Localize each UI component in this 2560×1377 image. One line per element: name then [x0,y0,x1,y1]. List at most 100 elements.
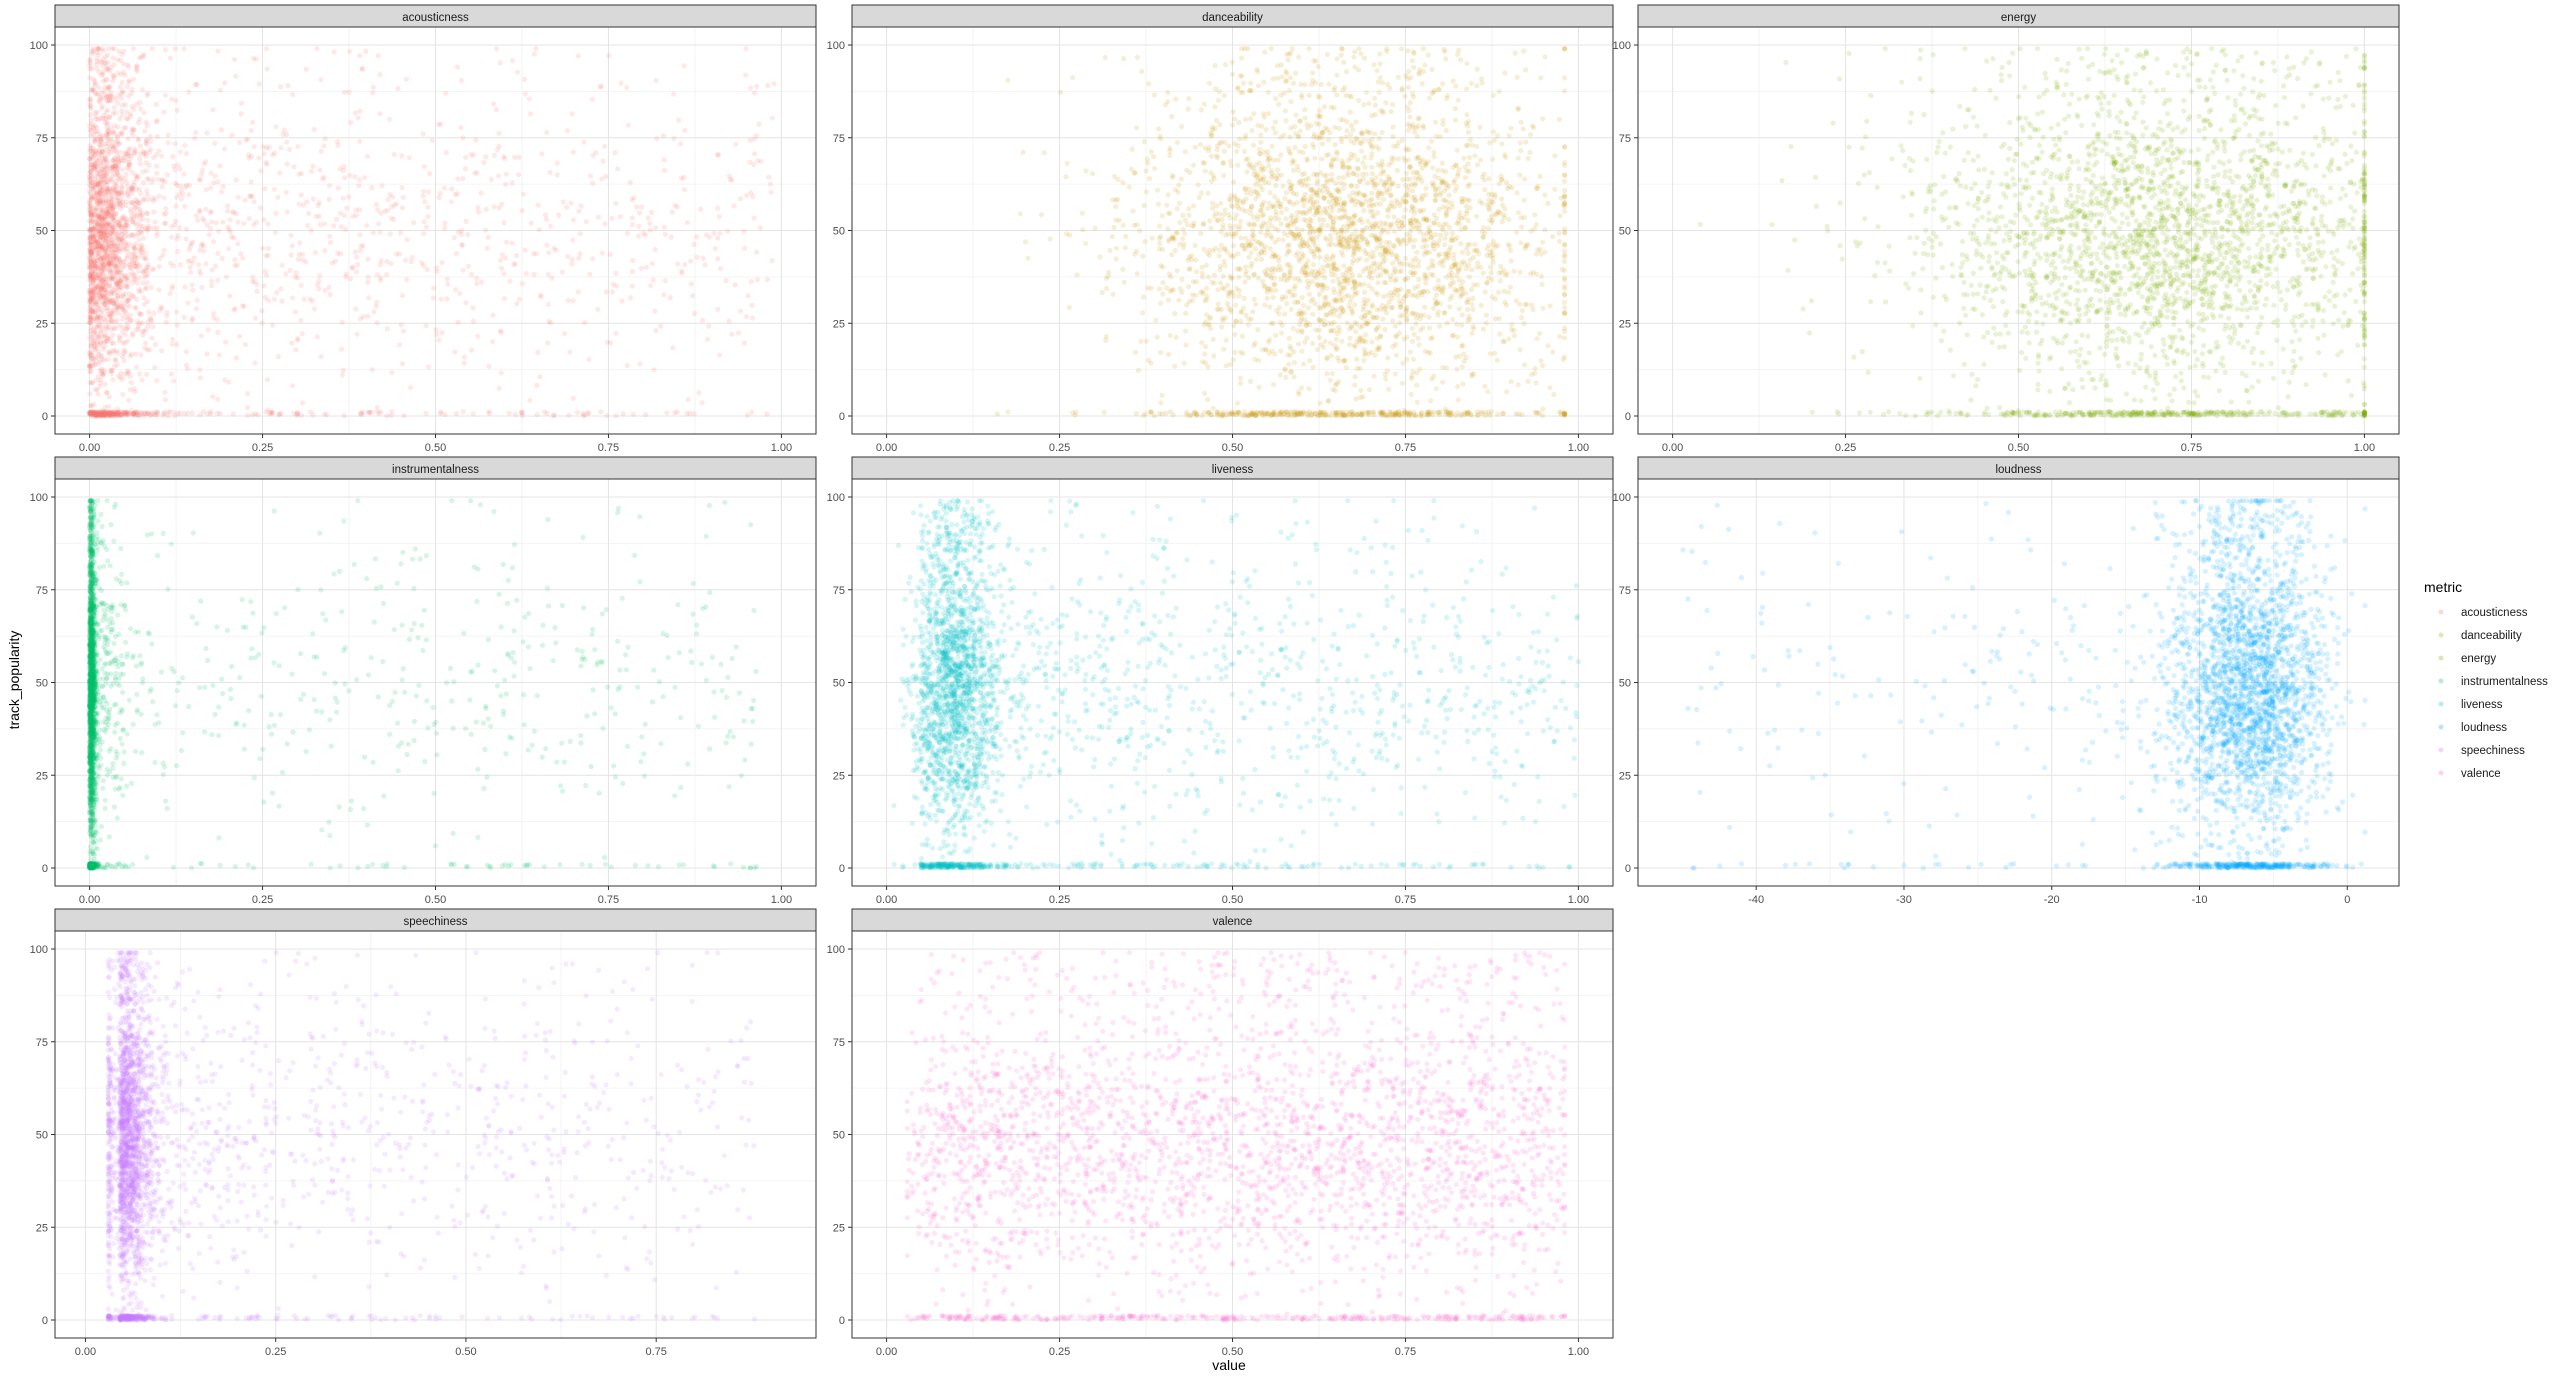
scatter-point [377,229,383,235]
scatter-point [89,233,95,239]
scatter-point [121,48,127,55]
scatter-point [120,291,126,298]
scatter-point [177,183,183,189]
scatter-point [227,217,233,223]
scatter-point [226,226,232,232]
scatter-point [107,146,113,152]
scatter-point [108,165,114,171]
scatter-point [101,172,107,178]
scatter-point [87,207,93,213]
scatter-point [352,249,358,255]
scatter-point [162,92,169,98]
scatter-point [752,151,758,157]
scatter-point [164,172,171,178]
scatter-point [123,409,129,415]
scatter-point [1527,131,1534,138]
scatter-point [115,267,121,273]
scatter-point [119,112,125,118]
scatter-point [229,132,235,138]
scatter-point [1421,207,1427,213]
scatter-point [120,324,126,330]
scatter-point [598,83,604,89]
scatter-point [185,300,191,306]
scatter-point [326,196,332,203]
scatter-point [1361,357,1367,363]
scatter-point [503,255,509,261]
scatter-point [131,276,137,282]
scatter-point [1269,143,1275,149]
scatter-point [232,257,238,263]
scatter-point [89,334,95,340]
scatter-point [134,318,141,325]
scatter-point [218,127,224,133]
scatter-point [420,193,426,199]
scatter-point [1450,78,1456,84]
scatter-point [99,72,105,78]
scatter-point [455,319,461,325]
scatter-point [699,317,706,323]
scatter-points-acousticness [87,46,777,419]
scatter-point [1515,210,1521,216]
scatter-point [120,69,126,75]
scatter-point [120,167,126,173]
scatter-point [100,207,106,213]
scatter-point [184,182,190,188]
scatter-point [342,175,348,181]
scatter-point [750,193,756,200]
scatter-point [94,411,100,417]
scatter-point [1138,338,1144,344]
scatter-point [460,267,466,273]
scatter-point [1440,121,1446,127]
scatter-point [1514,190,1520,196]
scatter-point [1451,251,1457,257]
scatter-point [91,237,97,243]
scatter-point [134,221,140,228]
scatter-point [275,194,281,200]
scatter-point [115,350,121,356]
scatter-point [161,410,167,417]
scatter-point [431,285,437,291]
scatter-point [114,269,120,276]
scatter-point [590,180,596,186]
scatter-point [89,403,95,409]
scatter-point [1133,411,1139,417]
scatter-point [128,317,134,324]
scatter-point [1239,73,1245,79]
scatter-point [101,409,107,415]
scatter-point [1277,372,1283,378]
scatter-point [1126,184,1132,190]
scatter-point [490,312,496,318]
scatter-point [197,367,203,373]
scatter-point [340,367,346,373]
scatter-point [110,208,116,214]
scatter-point [140,269,146,275]
scatter-point [389,204,395,210]
scatter-point [1444,95,1450,102]
scatter-point [1326,81,1332,87]
scatter-point [125,316,131,322]
scatter-point [98,340,104,346]
scatter-point [269,410,275,416]
scatter-point [173,218,179,224]
scatter-point [1253,246,1259,252]
scatter-point [119,158,126,164]
scatter-point [1338,180,1344,186]
scatter-point [1144,156,1150,162]
scatter-point [1167,145,1173,151]
scatter-point [1157,223,1163,229]
scatter-point [1264,295,1270,301]
scatter-point [164,313,170,319]
scatter-point [100,356,106,363]
scatter-point [280,131,286,137]
scatter-point [642,232,648,238]
scatter-point [87,287,93,293]
scatter-point [1238,235,1244,241]
scatter-point [465,232,471,238]
scatter-point [274,289,280,296]
scatter-point [1326,398,1332,404]
scatter-point [287,267,293,273]
scatter-point [1238,55,1245,61]
scatter-point [200,215,206,222]
scatter-point [442,411,448,418]
